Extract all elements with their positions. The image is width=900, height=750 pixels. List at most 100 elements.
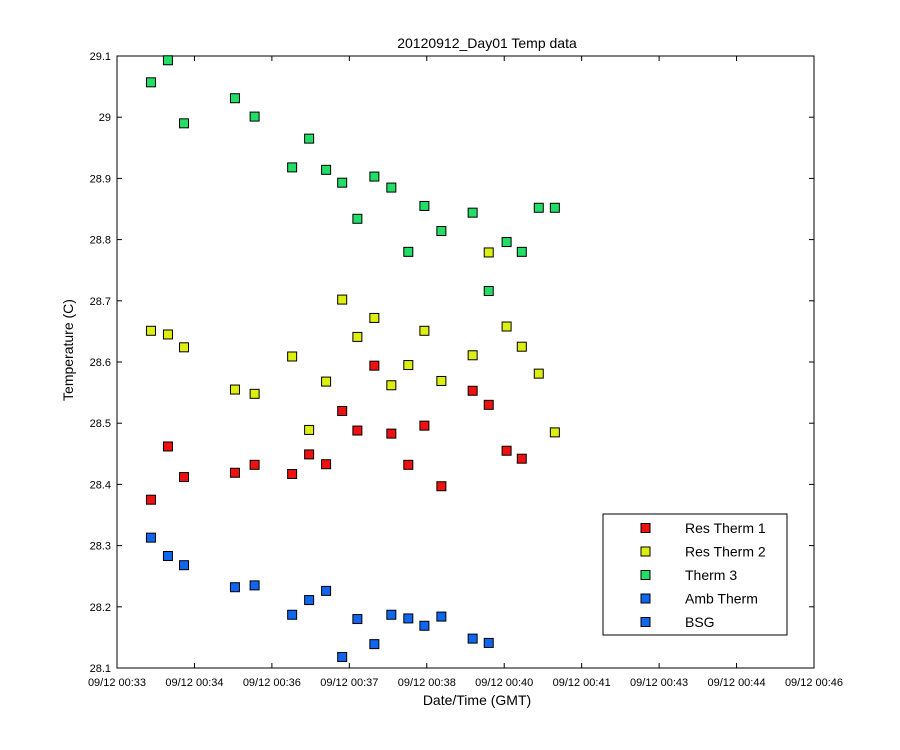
legend-marker-res-therm-2 <box>640 546 651 557</box>
point-res-therm-2 <box>337 294 348 305</box>
y-tick-label: 28.2 <box>90 602 111 614</box>
x-tick-label: 09/12 00:43 <box>630 677 688 689</box>
y-tick-label: 28.1 <box>90 663 111 675</box>
point-therm-3 <box>386 182 397 193</box>
point-res-therm-1 <box>162 441 173 452</box>
point-res-therm-2 <box>516 341 527 352</box>
legend-marker-bsg <box>640 617 651 627</box>
y-axis: 28.1 28.2 28.3 28.4 28.5 28.6 28.7 28.8 28.9 29 29… <box>90 51 814 675</box>
point-res-therm-2 <box>501 321 512 332</box>
y-tick-label: 28.8 <box>90 235 111 247</box>
x-tick-label: 09/12 00:34 <box>165 677 223 689</box>
point-res-therm-1 <box>287 468 298 479</box>
point-res-therm-2 <box>483 247 494 258</box>
point-res-therm-2 <box>467 350 478 361</box>
point-therm-3 <box>179 118 190 129</box>
point-res-therm-1 <box>436 481 447 492</box>
y-tick-label: 28.9 <box>90 173 111 185</box>
point-therm-3 <box>304 133 315 144</box>
x-tick-label: 09/12 00:33 <box>88 677 146 689</box>
point-amb-therm <box>352 614 363 625</box>
point-res-therm-2 <box>287 351 298 362</box>
point-amb-therm <box>419 620 430 631</box>
point-amb-therm <box>162 551 173 562</box>
point-therm-3 <box>516 246 527 257</box>
point-res-therm-1 <box>337 405 348 416</box>
point-therm-3 <box>403 246 414 257</box>
point-therm-3 <box>467 207 478 218</box>
point-res-therm-2 <box>321 376 332 387</box>
point-res-therm-1 <box>369 360 380 371</box>
x-tick-label: 09/12 00:37 <box>320 677 378 689</box>
point-res-therm-1 <box>467 385 478 396</box>
point-res-therm-2 <box>352 331 363 342</box>
point-amb-therm <box>229 582 240 593</box>
point-amb-therm <box>483 637 494 648</box>
point-res-therm-1 <box>483 399 494 410</box>
point-therm-3 <box>549 202 560 213</box>
point-amb-therm <box>145 532 156 543</box>
point-res-therm-2 <box>419 325 430 336</box>
point-therm-3 <box>436 226 447 237</box>
point-amb-therm <box>249 580 260 591</box>
point-therm-3 <box>419 200 430 211</box>
y-axis-label: Temperature (C) <box>60 299 76 401</box>
y-tick-label: 29 <box>99 112 111 124</box>
point-therm-3 <box>533 202 544 213</box>
point-therm-3 <box>337 177 348 188</box>
legend: Res Therm 1 Res Therm 2 Therm 3 Amb Therm BS… <box>602 513 788 636</box>
point-res-therm-2 <box>304 424 315 435</box>
legend-label-res-therm-2: Res Therm 2 <box>685 544 766 560</box>
point-therm-3 <box>145 77 156 88</box>
point-res-therm-1 <box>386 428 397 439</box>
point-res-therm-2 <box>145 325 156 336</box>
x-axis-label: Date/Time (GMT) <box>423 692 531 708</box>
legend-box <box>602 513 788 636</box>
point-res-therm-1 <box>304 449 315 460</box>
point-res-therm-2 <box>179 342 190 353</box>
point-amb-therm <box>321 585 332 596</box>
point-res-therm-1 <box>229 467 240 478</box>
point-therm-3 <box>249 111 260 122</box>
point-res-therm-2 <box>549 427 560 438</box>
point-therm-3 <box>229 93 240 104</box>
point-res-therm-2 <box>386 380 397 391</box>
point-res-therm-1 <box>403 459 414 470</box>
point-amb-therm <box>179 560 190 571</box>
point-res-therm-2 <box>436 375 447 386</box>
point-res-therm-1 <box>321 459 332 470</box>
legend-label-amb-therm: Amb Therm <box>685 591 758 607</box>
point-res-therm-2 <box>229 384 240 395</box>
x-tick-label: 09/12 00:44 <box>707 677 765 689</box>
x-tick-label: 09/12 00:38 <box>398 677 456 689</box>
y-tick-label: 28.5 <box>90 418 111 430</box>
point-res-therm-2 <box>249 388 260 399</box>
point-res-therm-1 <box>516 453 527 464</box>
x-tick-label: 09/12 00:46 <box>785 677 843 689</box>
y-tick-label: 28.7 <box>90 296 111 308</box>
legend-label-therm-3: Therm 3 <box>685 567 737 583</box>
point-res-therm-1 <box>419 420 430 431</box>
point-amb-therm <box>467 633 478 644</box>
point-therm-3 <box>321 164 332 175</box>
legend-label-res-therm-1: Res Therm 1 <box>685 520 766 536</box>
point-res-therm-1 <box>145 494 156 505</box>
point-res-therm-1 <box>352 425 363 436</box>
point-res-therm-1 <box>249 459 260 470</box>
point-therm-3 <box>352 213 363 224</box>
point-amb-therm <box>369 639 380 650</box>
y-tick-label: 28.6 <box>90 357 111 369</box>
x-tick-label: 09/12 00:40 <box>475 677 533 689</box>
point-therm-3 <box>369 171 380 182</box>
point-therm-3 <box>483 286 494 297</box>
point-res-therm-2 <box>533 368 544 379</box>
legend-marker-res-therm-1 <box>640 523 651 533</box>
x-tick-label: 09/12 00:36 <box>243 677 301 689</box>
legend-marker-therm-3 <box>640 570 651 580</box>
legend-marker-amb-therm <box>640 593 651 604</box>
point-therm-3 <box>162 55 173 66</box>
x-tick-label: 09/12 00:41 <box>553 677 611 689</box>
point-res-therm-2 <box>162 329 173 340</box>
point-therm-3 <box>501 237 512 248</box>
point-amb-therm <box>386 609 397 620</box>
